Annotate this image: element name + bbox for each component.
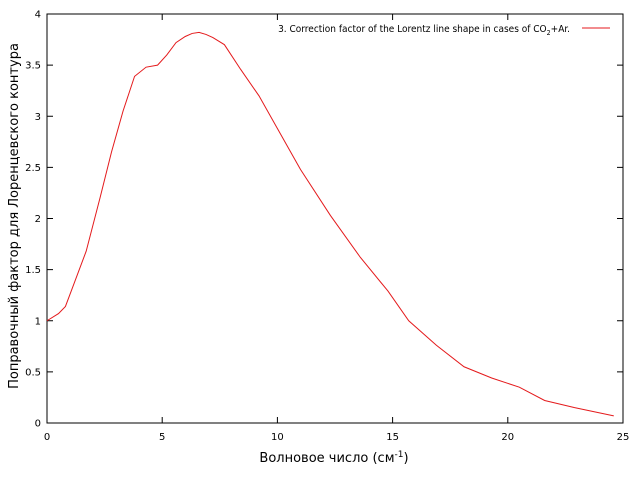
y-tick-label: 0.5 (25, 367, 41, 378)
y-tick-label: 1.5 (25, 265, 41, 276)
x-tick-label: 0 (44, 432, 50, 443)
plot-frame (46, 13, 624, 424)
y-tick-label: 3.5 (25, 61, 41, 72)
x-tick-label: 5 (159, 432, 165, 443)
y-tick-label: 2 (35, 214, 41, 225)
legend: 3. Correction factor of the Lorentz line… (278, 24, 610, 37)
legend-label: 3. Correction factor of the Lorentz line… (278, 24, 570, 37)
y-tick-label: 4 (35, 10, 41, 21)
axis-ticks (46, 13, 624, 424)
x-axis-title: Волновое число (см-1) (259, 450, 408, 466)
y-tick-label: 1 (35, 316, 41, 327)
y-tick-label: 0 (35, 419, 41, 430)
series-line (46, 31, 614, 417)
x-tick-label: 10 (271, 432, 284, 443)
y-axis-title: Поправочный фактор для Лоренцевского кон… (7, 43, 22, 389)
y-tick-label: 3 (35, 112, 41, 123)
x-tick-label: 15 (386, 432, 399, 443)
x-tick-label: 20 (501, 432, 514, 443)
x-tick-label: 25 (617, 432, 630, 443)
y-tick-label: 2.5 (25, 163, 41, 174)
tick-labels: 0 5 10 15 20 25 0 0.5 1 1.5 2 2.5 3 3.5 4 (25, 10, 629, 444)
